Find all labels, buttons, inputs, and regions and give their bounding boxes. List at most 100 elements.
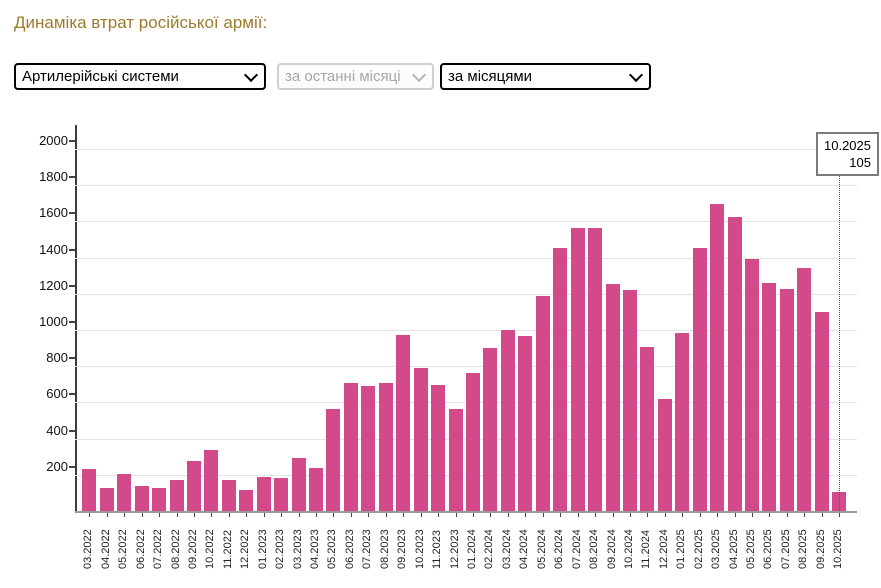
bar[interactable] [82, 469, 97, 511]
bar[interactable] [814, 311, 829, 511]
x-axis-label: 03.2023 [291, 529, 304, 569]
bar[interactable] [692, 248, 707, 511]
y-axis-label: 600 [46, 386, 68, 402]
category-select[interactable]: Артилерійські системи [14, 63, 266, 90]
x-axis-tick [420, 513, 422, 517]
chevron-down-icon [243, 67, 259, 82]
x-axis-label: 06.2023 [343, 529, 356, 569]
x-axis-label: 07.2022 [152, 529, 165, 569]
x-axis-label: 06.2025 [762, 529, 775, 569]
bar[interactable] [431, 385, 446, 511]
x-axis-tick [769, 513, 771, 517]
bar[interactable] [727, 216, 742, 511]
bar[interactable] [535, 295, 550, 511]
x-axis-tick [246, 513, 248, 517]
bar[interactable] [99, 488, 114, 511]
bar[interactable] [186, 460, 201, 511]
x-axis-tick [263, 513, 265, 517]
bar[interactable] [343, 383, 358, 511]
bar[interactable] [117, 473, 132, 511]
x-axis-tick [595, 513, 597, 517]
grouping-select[interactable]: за місяцями [440, 63, 651, 90]
bar[interactable] [500, 330, 515, 511]
bar[interactable] [675, 333, 690, 511]
bar[interactable] [553, 248, 568, 511]
x-axis-tick [89, 513, 91, 517]
bar[interactable] [291, 457, 306, 511]
bar[interactable] [274, 477, 289, 511]
bar[interactable] [779, 288, 794, 511]
x-axis-tick [211, 513, 213, 517]
x-axis-tick [717, 513, 719, 517]
x-axis-tick [490, 513, 492, 517]
y-axis-tick [69, 465, 75, 468]
period-select-value: за останні місяці [285, 68, 401, 85]
x-axis-tick [124, 513, 126, 517]
x-axis-tick [734, 513, 736, 517]
bar[interactable] [396, 334, 411, 511]
gridline [75, 293, 857, 295]
bar[interactable] [797, 267, 812, 511]
x-axis-label: 08.2022 [169, 529, 182, 569]
x-axis-label: 10.2023 [413, 529, 426, 569]
tooltip-value: 105 [849, 155, 871, 170]
bar[interactable] [657, 398, 672, 511]
bar[interactable] [622, 289, 637, 511]
gridline [75, 366, 857, 368]
y-axis-label: 1200 [39, 277, 68, 293]
bar[interactable] [640, 346, 655, 511]
bar[interactable] [326, 409, 341, 511]
x-axis-tick [141, 513, 143, 517]
bar[interactable] [221, 480, 236, 511]
x-axis-tick [333, 513, 335, 517]
x-axis-tick [159, 513, 161, 517]
x-axis-label: 11.2022 [221, 530, 234, 569]
y-axis-tick [69, 357, 75, 360]
x-axis-label: 05.2025 [745, 529, 758, 569]
x-axis-label: 02.2024 [483, 529, 496, 569]
bar[interactable] [483, 347, 498, 511]
x-axis-label: 03.2024 [500, 529, 513, 569]
x-axis-label: 04.2023 [309, 529, 322, 569]
x-axis-label: 12.2023 [448, 529, 461, 569]
bar[interactable] [605, 284, 620, 511]
bar[interactable] [204, 450, 219, 511]
x-axis-tick [438, 513, 440, 517]
x-axis-label: 07.2023 [361, 529, 374, 569]
x-axis-tick [629, 513, 631, 517]
x-axis-tick [403, 513, 405, 517]
x-axis-tick [577, 513, 579, 517]
bar[interactable] [762, 282, 777, 511]
x-axis-label: 01.2023 [256, 529, 269, 569]
x-axis-tick [385, 513, 387, 517]
bar[interactable] [518, 335, 533, 511]
bar[interactable] [745, 258, 760, 511]
bar[interactable] [169, 479, 184, 511]
bar[interactable] [465, 372, 480, 511]
x-axis-label: 10.2024 [622, 529, 635, 569]
bar[interactable] [378, 382, 393, 511]
bar[interactable] [134, 486, 149, 511]
y-axis-line [75, 125, 77, 513]
bar[interactable] [448, 409, 463, 511]
bar[interactable] [239, 490, 254, 511]
x-axis-tick [560, 513, 562, 517]
bar[interactable] [588, 227, 603, 511]
bar[interactable] [570, 227, 585, 511]
x-axis-tick [472, 513, 474, 517]
tooltip-guide-line [839, 174, 841, 511]
x-axis-label: 08.2024 [588, 529, 601, 569]
bar[interactable] [309, 468, 324, 511]
bar[interactable] [710, 204, 725, 511]
x-axis-label: 11.2024 [640, 530, 653, 569]
x-axis-tick [752, 513, 754, 517]
bar[interactable] [413, 368, 428, 511]
bar[interactable] [256, 477, 271, 511]
y-axis-label: 1000 [39, 314, 68, 329]
gridline [75, 149, 857, 150]
bar[interactable] [152, 488, 167, 511]
x-axis-tick [193, 513, 195, 517]
bar[interactable] [361, 385, 376, 511]
y-axis-tick [69, 284, 75, 287]
